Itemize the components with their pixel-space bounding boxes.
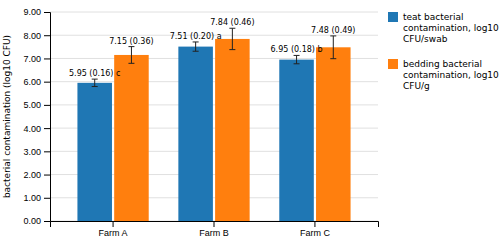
plot: 0.00 1.00 2.00 3.00 4.00 5.00 6.00 7.00 8.00 9.00… — [2, 7, 379, 238]
tick: 5.00 — [23, 100, 50, 110]
legend: teat bacterialcontamination, log10CFU/sw… — [388, 12, 499, 91]
grid-line — [50, 12, 378, 13]
tick-label: 0.00 — [23, 216, 41, 226]
tick-mark — [44, 151, 50, 152]
tick: 0.00 — [23, 216, 50, 226]
tick: 1.00 — [23, 193, 50, 203]
legend-label: bedding bacterialcontamination, log10CFU… — [403, 59, 499, 91]
bar — [215, 39, 250, 221]
data-label: 7.51 (0.20) a — [170, 32, 222, 41]
tick-label: 7.00 — [23, 54, 41, 64]
error-bar — [128, 47, 134, 64]
tick-mark — [314, 221, 315, 227]
error-bar — [193, 42, 199, 51]
y-axis: 0.00 1.00 2.00 3.00 4.00 5.00 6.00 7.00 8.00 9.00 — [23, 7, 50, 226]
tick: Farm A — [99, 221, 128, 238]
tick-label: 3.00 — [23, 147, 41, 157]
tick-mark — [44, 198, 50, 199]
tick-label: Farm A — [99, 228, 128, 238]
tick-mark — [214, 221, 215, 227]
tick-mark — [44, 58, 50, 59]
tick: 2.00 — [23, 170, 50, 180]
data-labels: 5.95 (0.16) c 7.51 (0.20) a 6.95 (0.18) b 7… — [69, 18, 355, 78]
error-bar — [229, 28, 235, 49]
bars — [77, 28, 350, 221]
tick: 7.00 — [23, 54, 50, 64]
x-axis: Farm A Farm B Farm C — [51, 221, 379, 238]
legend-label: teat bacterialcontamination, log10CFU/sw… — [403, 12, 499, 44]
bar — [316, 47, 351, 221]
error-bar — [330, 36, 336, 59]
tick-label: 9.00 — [23, 7, 41, 17]
tick: Farm B — [199, 221, 229, 238]
error-bar — [92, 79, 98, 86]
tick-label: 1.00 — [23, 193, 41, 203]
legend-item: bedding bacterialcontamination, log10CFU… — [388, 59, 499, 91]
tick-mark — [44, 35, 50, 36]
tick-label: 5.00 — [23, 100, 41, 110]
tick-label: Farm C — [300, 228, 330, 238]
tick: 9.00 — [23, 7, 50, 17]
legend-swatch — [388, 59, 398, 69]
tick-mark — [44, 12, 50, 13]
tick: Farm C — [300, 221, 330, 238]
tick-mark — [44, 82, 50, 83]
tick-label: 6.00 — [23, 77, 41, 87]
data-label: 7.84 (0.46) — [210, 18, 254, 27]
axis-line — [51, 222, 379, 228]
tick-mark — [113, 221, 114, 227]
data-label: 7.48 (0.49) — [311, 26, 355, 35]
data-label: 5.95 (0.16) c — [69, 69, 120, 78]
bar — [178, 47, 213, 221]
tick: 8.00 — [23, 31, 50, 41]
tick-label: 8.00 — [23, 31, 41, 41]
tick: 6.00 — [23, 77, 50, 87]
data-label: 7.15 (0.36) — [109, 37, 153, 46]
tick-label: 4.00 — [23, 123, 41, 133]
data-label: 6.95 (0.18) b — [271, 45, 323, 54]
bar — [279, 60, 314, 221]
tick-label: 2.00 — [23, 170, 41, 180]
legend-swatch — [388, 12, 398, 22]
bar — [114, 55, 149, 221]
bar — [77, 83, 112, 221]
error-bar — [294, 55, 300, 63]
tick: 4.00 — [23, 123, 50, 133]
legend-item: teat bacterialcontamination, log10CFU/sw… — [388, 12, 499, 44]
tick-mark — [44, 128, 50, 129]
tick-label: Farm B — [199, 228, 229, 238]
tick-mark — [44, 221, 50, 222]
tick: 3.00 — [23, 147, 50, 157]
grid — [50, 12, 378, 221]
y-axis-title: bacterial contamination (log10 CFU) — [2, 35, 12, 198]
tick-mark — [44, 105, 50, 106]
chart: 0.00 1.00 2.00 3.00 4.00 5.00 6.00 7.00 8.00 9.00… — [0, 0, 500, 243]
axis-line — [44, 13, 51, 222]
tick-mark — [44, 175, 50, 176]
